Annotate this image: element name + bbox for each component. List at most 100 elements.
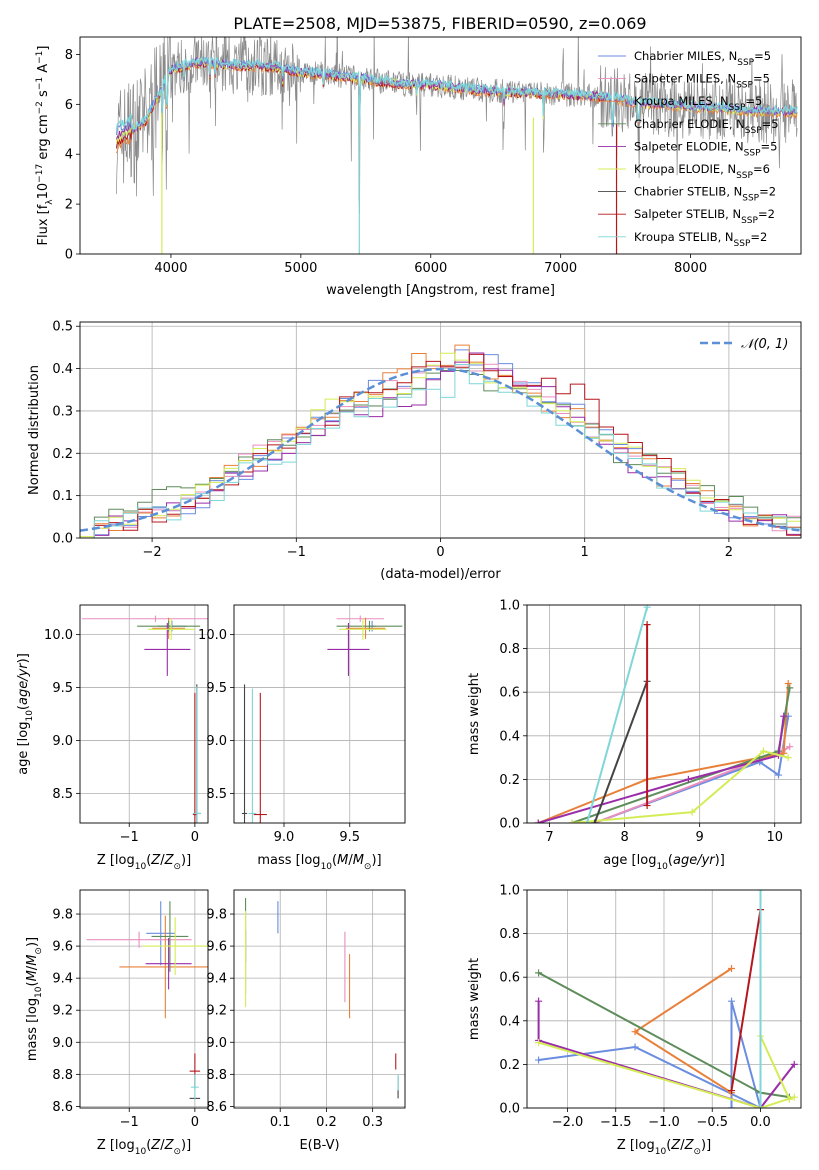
plus-marker	[568, 819, 576, 823]
x-tick-label: −1	[287, 545, 306, 560]
y-axis-label-part: λ	[45, 199, 55, 205]
legend-label-part: Chabrier STELIB, N	[634, 185, 742, 199]
y-tick-label: 0.8	[499, 642, 520, 657]
massweight-series	[643, 621, 651, 810]
y-axis-label-part: )]	[25, 937, 40, 947]
x-axis-label-part: )]	[371, 853, 381, 868]
y-axis-label-part: age [log	[16, 722, 31, 775]
y-tick-label: 0.0	[52, 532, 73, 547]
y-axis-label-part: A	[36, 64, 51, 77]
legend-label: Chabrier STELIB, NSSP=2	[634, 185, 776, 204]
y-tick-label: 9.0	[52, 734, 73, 749]
x-tick-label: 0	[191, 1115, 199, 1130]
x-axis-label: age [log10(age/yr)]	[603, 853, 725, 872]
x-tick-label: 8	[620, 830, 628, 845]
mass-vs-metallicity-panel: −1 08.68.89.09.29.49.69.8Z [log10(Z/Z⊙)]m…	[25, 889, 209, 1157]
x-tick-label: 9	[696, 830, 704, 845]
legend-label: Salpeter STELIB, NSSP=2	[634, 207, 775, 226]
massweight-series	[568, 747, 792, 823]
axes: 9.0 9.5 8.5 9.0 9.5 10.0	[198, 628, 360, 845]
x-axis-label-part: 10	[321, 862, 333, 872]
axes: 7 8 9 10 0.0 0.2 0.4 0.6 0.8 1.0	[499, 599, 783, 846]
x-tick-label: −1.5	[600, 1115, 632, 1130]
y-axis-label: mass weight	[467, 958, 482, 1040]
x-axis-label-part: 10	[135, 862, 147, 872]
y-tick-label: 8.8	[206, 1068, 227, 1083]
y-tick-label: 9.6	[52, 940, 73, 955]
massweight-line	[730, 909, 762, 1091]
legend-label-part: =5	[762, 117, 779, 131]
spectrum-lines	[115, 37, 798, 254]
errorbar-point	[151, 901, 189, 972]
legend-label: Chabrier MILES, NSSP=5	[634, 49, 771, 68]
x-tick-label: 8000	[674, 261, 707, 276]
y-tick-label: 0.5	[52, 320, 73, 335]
axes: 0.1 0.2 0.3 8.6 8.8 9.0 9.2 9.4 9.6 9.8	[206, 908, 383, 1130]
y-tick-label: 0.4	[499, 729, 520, 744]
residuals-panel: −2 −1 0 1 2 0.0 0.1 0.2 0.3 0.4 0.5 𝒩(0, 1) (data-mo…	[27, 320, 802, 582]
y-tick-label: 9.2	[52, 1004, 73, 1019]
x-tick-label: 7000	[544, 261, 577, 276]
y-tick-label: 0.6	[499, 971, 520, 986]
y-tick-label: 10.0	[198, 628, 227, 643]
legend-label-part: SSP	[744, 148, 761, 158]
plus-marker	[535, 1039, 543, 1047]
plus-marker	[728, 964, 736, 972]
x-tick-label: −2.0	[552, 1115, 584, 1130]
errorbar-point	[336, 615, 384, 622]
plot-frame	[79, 36, 802, 255]
x-axis-label-part: Z	[684, 1138, 695, 1153]
massweight-line	[594, 716, 790, 823]
plus-marker	[631, 1028, 639, 1036]
plus-marker	[780, 712, 788, 720]
x-axis-label-part: )]	[181, 1138, 191, 1153]
errorbar-point	[192, 686, 201, 823]
y-tick-label: 0.4	[52, 362, 73, 377]
x-axis-label-part: Z	[150, 1138, 161, 1153]
y-tick-label: 9.5	[206, 681, 227, 696]
x-tick-label: 6000	[414, 261, 447, 276]
x-tick-label: 0	[436, 545, 444, 560]
y-axis-label-part: Flux [f	[36, 204, 51, 245]
massweight-series	[534, 679, 792, 823]
plus-marker	[583, 819, 591, 823]
y-tick-label: 9.0	[52, 1036, 73, 1051]
plus-marker	[790, 1060, 798, 1068]
y-tick-label: 8.8	[52, 1068, 73, 1083]
y-axis-label-part: (	[25, 981, 40, 986]
y-tick-label: 8.6	[52, 1100, 73, 1115]
plus-marker	[786, 684, 794, 692]
figure-title: PLATE=2508, MJD=53875, FIBERID=0590, z=0…	[233, 14, 646, 33]
legend-label-part: Chabrier MILES, N	[634, 49, 737, 63]
x-axis-label-part: M	[353, 853, 364, 868]
axes: 4000 5000 6000 7000 8000 0 2 4 6 8	[65, 48, 707, 276]
x-axis-label-part: (	[146, 853, 151, 868]
plot-frame	[526, 604, 802, 824]
y-tick-label: 0.2	[52, 447, 73, 462]
y-tick-label: 4	[65, 148, 73, 163]
errorbar-point	[248, 688, 257, 823]
errorbar-marks	[245, 898, 399, 1099]
x-tick-label: 0.1	[270, 1115, 291, 1130]
x-axis-label-part: (	[146, 1138, 151, 1153]
plus-marker	[535, 969, 543, 977]
legend-label-part: SSP	[745, 126, 762, 136]
x-axis-label-part: 10	[135, 1147, 147, 1157]
errorbar-point	[327, 622, 370, 676]
normal-distribution-curve	[80, 367, 801, 532]
plus-marker	[535, 997, 543, 1005]
plus-marker	[728, 997, 736, 1005]
massweight-lines	[535, 890, 798, 1108]
plus-marker	[790, 1093, 798, 1101]
legend-label: Kroupa STELIB, NSSP=2	[634, 230, 767, 249]
grid-lines	[80, 605, 208, 823]
legend-label-part: =2	[759, 185, 776, 199]
x-axis-label-part: /	[160, 853, 165, 868]
massweight-line	[537, 683, 790, 823]
errorbar-point	[86, 931, 192, 948]
y-tick-label: 0.2	[499, 1058, 520, 1073]
plus-marker	[535, 1056, 543, 1064]
y-tick-label: 9.8	[206, 908, 227, 923]
